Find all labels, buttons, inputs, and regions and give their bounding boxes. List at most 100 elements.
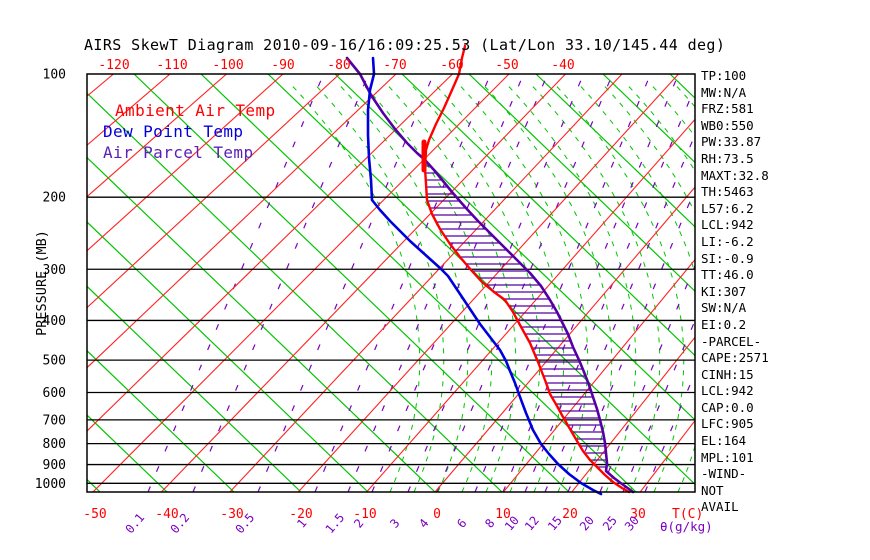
stat-line: -PARCEL- [701,333,762,349]
isotherm-line [87,74,453,432]
mixing-ratio-line [502,74,680,492]
stat-line: MPL:101 [701,449,754,465]
isotherm-line [366,118,695,492]
pressure-tick-label: 700 [43,413,66,428]
stat-line: EI:0.2 [701,316,747,332]
stat-line: EL:164 [701,433,747,449]
stat-line: CAP:0.0 [701,399,754,415]
bottom-temp-label: -10 [353,507,376,522]
top-temp-label: -80 [327,58,350,73]
top-temp-label: -110 [156,58,187,73]
pressure-tick-label: 100 [43,68,66,83]
mixing-ratio-label: 1.5 [323,511,348,537]
dry-adiabat-line [535,74,695,228]
mixing-ratio-label: 25 [600,513,620,533]
mixing-ratio-line [407,74,585,492]
stat-line: CAPE:2571 [701,350,769,366]
bottom-temp-label: 20 [562,507,578,522]
isotherm-line [87,74,340,309]
background-lines [0,74,870,492]
isotherm-line [639,419,695,492]
bottom-temp-label: -50 [83,507,106,522]
bottom-temp-label: 30 [630,507,646,522]
mixing-ratio-label: 12 [522,513,542,533]
mixing-ratio-line [314,74,492,492]
pressure-axis-title: PRESSURE (MB) [34,230,50,336]
mixing-ratio-line [257,74,435,492]
pressure-tick-label: 600 [43,386,66,401]
dry-adiabat-line [804,74,870,492]
bottom-temp-label: 0 [433,507,441,522]
top-temp-label: -40 [551,58,574,73]
plot-frame [86,73,696,493]
bottom-temp-label: -30 [220,507,243,522]
top-temp-label: -90 [271,58,294,73]
isotherm-line [502,258,695,492]
top-temp-label: -100 [212,58,243,73]
moist-adiabat-line [530,83,661,492]
pressure-tick-label: 200 [43,191,66,206]
page-title: AIRS SkewT Diagram 2010-09-16/16:09:25.5… [84,36,726,54]
isotherm-line [87,74,397,369]
moist-adiabat-line [554,83,685,492]
mixing-ratio-label: 6 [454,516,469,531]
moist-adiabat-line [506,83,637,492]
stat-line: TT:46.0 [701,267,754,283]
dry-adiabat-line [0,74,33,492]
pressure-tick-label: 500 [43,354,66,369]
mixing-ratio-label: 20 [577,513,597,533]
stat-line: LCL:942 [701,383,754,399]
dew-point-curve [366,56,603,496]
isotherm-line [297,74,679,492]
mixing-ratio-line [436,74,614,492]
mixing-unit-label: θ(g/kg) [660,519,713,534]
stat-line: SI:-0.9 [701,250,754,266]
dry-adiabat-line [200,74,637,492]
mixing-ratio-line [147,74,325,492]
dry-adiabat-line [401,74,695,357]
bottom-temp-label: -40 [155,507,178,522]
dry-adiabat-line [87,478,101,492]
legend-ambient-air-temp: Ambient Air Temp [115,101,276,120]
legend-dew-point-temp: Dew Point Temp [103,122,244,141]
stat-line: MW:N/A [701,84,747,100]
pressure-tick-label: 300 [43,263,66,278]
mixing-ratio-line [192,74,370,492]
pressure-tick-label: 1000 [35,477,66,492]
top-temp-label: -70 [383,58,406,73]
stat-line: NOT [701,482,724,498]
moist-adiabat-line [434,83,565,492]
stat-line: CINH:15 [701,366,754,382]
moist-adiabat-line [410,83,541,492]
isotherm-line [92,74,510,492]
moist-adiabat-line [386,83,517,492]
stat-line: LFC:905 [701,416,754,432]
stat-line: TH:5463 [701,184,754,200]
mixing-ratio-label: 3 [387,516,402,531]
mixing-ratio-line [371,74,549,492]
isotherm-line [161,74,566,492]
pressure-tick-label: 900 [43,458,66,473]
dry-adiabat-line [602,74,695,164]
mixing-ratio-line [347,74,525,492]
stat-line: WB0:550 [701,117,754,133]
moist-adiabat-line [771,84,870,492]
stat-line: SW:N/A [701,300,747,316]
mixing-ratio-label: 4 [416,516,431,531]
pressure-gridlines [87,196,695,484]
dry-adiabat-line [87,92,503,492]
dry-adiabat-line [87,156,436,492]
stat-line: L57:6.2 [701,200,754,216]
dry-adiabat-line [87,349,235,492]
moist-adiabat-line [795,84,870,492]
pressure-tick-label: 800 [43,437,66,452]
dry-adiabat-line [87,414,168,492]
air-parcel-temp-curve [345,56,635,494]
top-temp-label: -120 [98,58,129,73]
stat-line: MAXT:32.8 [701,167,769,183]
legend-air-parcel-temp: Air Parcel Temp [103,143,254,162]
mixing-ratio-line [474,74,652,492]
cape-hatch-area [426,165,606,468]
